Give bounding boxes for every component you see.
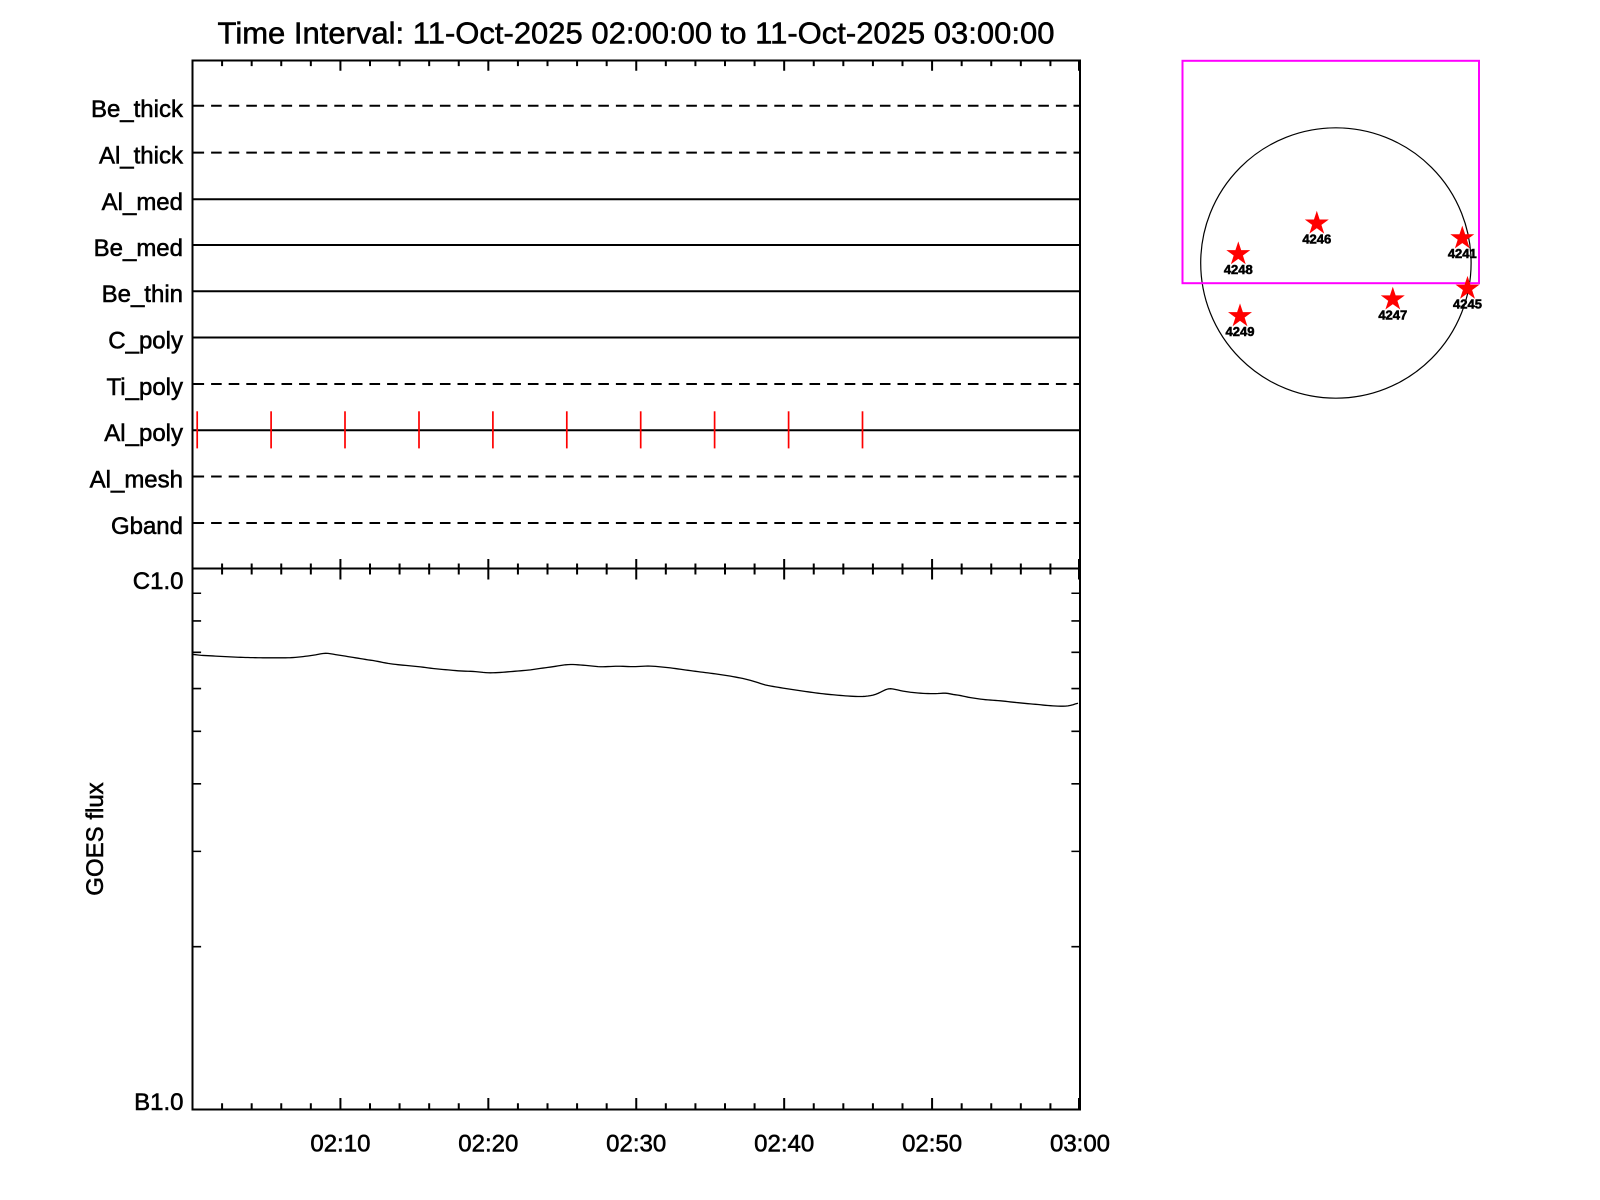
- svg-text:Gband: Gband: [111, 513, 183, 540]
- svg-text:4247: 4247: [1378, 307, 1407, 322]
- svg-text:Be_thin: Be_thin: [102, 281, 183, 308]
- svg-text:03:00: 03:00: [1050, 1130, 1110, 1157]
- svg-text:4249: 4249: [1226, 324, 1255, 339]
- svg-text:Al_mesh: Al_mesh: [90, 467, 183, 494]
- svg-text:Al_med: Al_med: [102, 189, 183, 216]
- svg-text:4245: 4245: [1453, 297, 1482, 312]
- svg-text:Be_med: Be_med: [94, 235, 183, 262]
- svg-text:4248: 4248: [1224, 262, 1253, 277]
- svg-text:4241: 4241: [1448, 246, 1477, 261]
- svg-text:4246: 4246: [1302, 231, 1331, 246]
- svg-text:B1.0: B1.0: [134, 1089, 183, 1116]
- svg-text:02:50: 02:50: [902, 1130, 962, 1157]
- svg-text:02:30: 02:30: [606, 1130, 666, 1157]
- svg-text:C1.0: C1.0: [133, 568, 184, 595]
- svg-text:Ti_poly: Ti_poly: [107, 374, 183, 401]
- svg-text:02:40: 02:40: [754, 1130, 814, 1157]
- svg-text:Time Interval: 11-Oct-2025 02:: Time Interval: 11-Oct-2025 02:00:00 to 1…: [218, 16, 1055, 51]
- svg-text:Be_thick: Be_thick: [91, 96, 184, 123]
- svg-text:02:10: 02:10: [310, 1130, 370, 1157]
- svg-text:02:20: 02:20: [458, 1130, 518, 1157]
- svg-text:GOES flux: GOES flux: [82, 782, 109, 895]
- svg-text:Al_thick: Al_thick: [99, 143, 184, 170]
- svg-text:Al_poly: Al_poly: [104, 420, 183, 447]
- svg-text:C_poly: C_poly: [108, 328, 183, 355]
